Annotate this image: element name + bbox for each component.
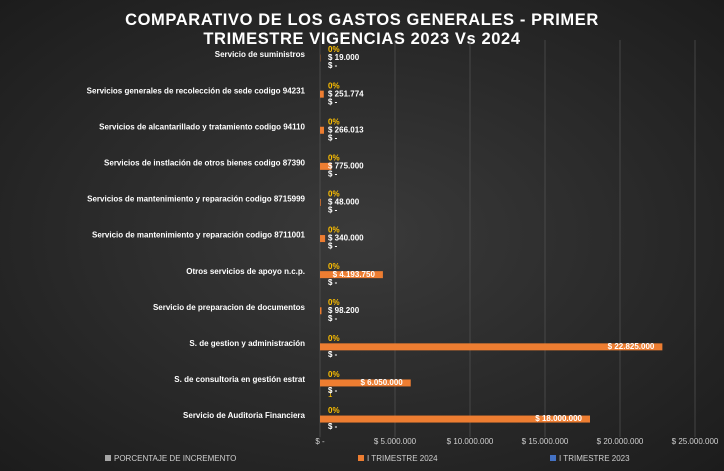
x-tick-label: $ 25.000.000	[672, 437, 719, 446]
y-tick-label: S. de gestion y administración	[189, 339, 305, 348]
bar	[320, 415, 590, 423]
data-label: 0%	[328, 81, 340, 90]
bar	[320, 90, 324, 98]
data-label: 0%	[328, 190, 340, 199]
data-label: $ 22.825.000	[608, 342, 655, 351]
bar	[320, 271, 383, 279]
data-label: 0%	[328, 226, 340, 235]
y-tick-label: Servicio de preparacion de documentos	[153, 303, 306, 312]
x-tick-label: $ 5.000.000	[374, 437, 417, 446]
bar	[320, 379, 411, 387]
legend-label: PORCENTAJE DE INCREMENTO	[114, 454, 236, 463]
data-label: 0%	[328, 406, 340, 415]
x-tick-label: $ 15.000.000	[522, 437, 569, 446]
data-label: 0%	[328, 262, 340, 271]
data-label: $ 251.774	[328, 89, 364, 98]
data-label: $ -	[328, 350, 338, 359]
data-label: $ -	[328, 97, 338, 106]
legend-label: I TRIMESTRE 2023	[559, 454, 630, 463]
legend-swatch	[105, 455, 111, 461]
bar	[320, 126, 324, 134]
data-label: $ 98.200	[328, 306, 360, 315]
data-label: 0%	[328, 153, 340, 162]
y-tick-label: S. de consultoria en gestión estrat	[174, 375, 305, 384]
legend-label: I TRIMESTRE 2024	[367, 454, 438, 463]
x-tick-label: $ 10.000.000	[447, 437, 494, 446]
data-label: $ 775.000	[328, 161, 364, 170]
bar	[320, 235, 326, 243]
bar	[320, 162, 332, 170]
data-label: 0%	[328, 334, 340, 343]
legend-swatch	[358, 455, 364, 461]
data-label: $ -	[328, 314, 338, 323]
x-tick-label: $ -	[315, 437, 325, 446]
data-label: $ 48.000	[328, 198, 360, 207]
annotation: 1	[328, 390, 333, 399]
data-label: $ -	[328, 242, 338, 251]
y-tick-label: Servicio de Auditoria Financiera	[183, 411, 306, 420]
y-tick-label: Servicios de alcantarillado y tratamient…	[99, 122, 305, 131]
data-label: $ -	[328, 61, 338, 70]
data-label: 0%	[328, 370, 340, 379]
data-label: $ -	[328, 422, 338, 431]
chart-title: COMPARATIVO DE LOS GASTOS GENERALES - PR…	[125, 11, 599, 48]
data-label: $ -	[328, 278, 338, 287]
data-label: $ 4.193.750	[333, 270, 376, 279]
data-label: $ -	[328, 386, 338, 395]
data-label: 0%	[328, 117, 340, 126]
data-label: $ 19.000	[328, 53, 360, 62]
y-tick-label: Servicios de instlación de otros bienes …	[104, 158, 306, 167]
data-label: 0%	[328, 298, 340, 307]
data-label: $ 18.000.000	[535, 414, 582, 423]
bar	[320, 198, 321, 206]
y-tick-label: Servicio de suministros	[215, 50, 306, 59]
data-label: $ 266.013	[328, 125, 364, 134]
data-label: $ -	[328, 206, 338, 215]
x-tick-label: $ 20.000.000	[597, 437, 644, 446]
data-label: 0%	[328, 45, 340, 54]
y-tick-label: Otros servicios de apoyo n.c.p.	[186, 267, 305, 276]
y-tick-label: Servicio de mantenimiento y reparación c…	[92, 231, 306, 240]
data-label: $ 6.050.000	[360, 378, 403, 387]
bar	[320, 343, 663, 351]
data-label: $ -	[328, 169, 338, 178]
data-label: $ -	[328, 133, 338, 142]
y-tick-label: Servicios generales de recolección de se…	[87, 86, 306, 95]
y-tick-label: Servicios de mantenimiento y reparación …	[87, 195, 305, 204]
data-label: $ 340.000	[328, 234, 364, 243]
bar	[320, 307, 322, 315]
legend-swatch	[550, 455, 556, 461]
